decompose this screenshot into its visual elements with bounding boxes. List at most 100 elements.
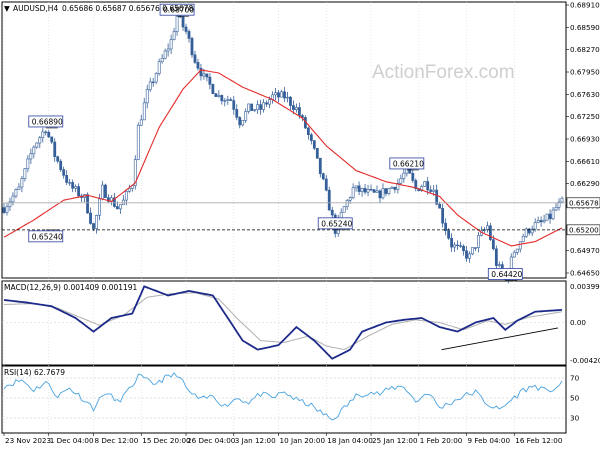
candle-body: [462, 245, 465, 252]
macd-signal-line: [3, 292, 563, 351]
candle-body: [238, 117, 242, 126]
candle-body: [542, 219, 546, 223]
candle-body: [292, 105, 295, 110]
x-tick-label: 1 Feb 20:00: [420, 436, 463, 445]
candle-body: [435, 189, 439, 205]
candle: [444, 218, 448, 236]
candle: [50, 136, 54, 145]
candle: [420, 184, 424, 192]
price-annotation: 0.65240: [28, 229, 64, 243]
candle-body: [414, 180, 418, 189]
candle: [274, 87, 277, 101]
candle-body: [432, 189, 436, 192]
candle-body: [327, 189, 331, 211]
candle-body: [256, 104, 260, 110]
candle: [557, 198, 561, 211]
candle: [539, 216, 543, 227]
candle: [542, 214, 546, 224]
candle: [393, 186, 397, 193]
candle: [292, 100, 295, 115]
candle-body: [8, 201, 12, 208]
candle-body: [26, 158, 30, 170]
candle-body: [38, 137, 42, 144]
candle-body: [133, 159, 137, 186]
candle-body: [121, 199, 125, 205]
chart-menu-icon[interactable]: ▼: [4, 4, 10, 13]
candle-body: [68, 182, 72, 184]
candle: [357, 181, 361, 196]
candle: [26, 155, 30, 173]
candle: [315, 148, 319, 159]
candle-body: [274, 92, 277, 96]
candle: [497, 261, 501, 268]
y-tick-label: 0.66610: [570, 157, 600, 166]
candle: [256, 100, 260, 114]
candle-body: [205, 73, 209, 78]
macd-tick-label: 0.00: [570, 318, 586, 327]
candle-body: [384, 188, 388, 194]
candle: [139, 114, 143, 126]
candle-body: [548, 213, 552, 220]
candle-body: [286, 96, 289, 99]
candle: [68, 178, 72, 186]
candle-body: [62, 169, 66, 176]
candle: [381, 183, 385, 200]
rsi-tick-label: 30: [570, 414, 580, 423]
candle-body: [247, 103, 251, 112]
candle-body: [127, 188, 131, 192]
candle-body: [309, 134, 313, 141]
candle-body: [306, 127, 310, 135]
candle: [127, 184, 131, 193]
candle: [524, 227, 528, 239]
candle: [295, 103, 298, 113]
candle-body: [429, 189, 433, 192]
candle: [330, 206, 334, 220]
candle-body: [330, 209, 334, 216]
x-tick-label: 3 Jan 12:00: [235, 436, 276, 445]
candle-body: [29, 153, 33, 160]
candle: [521, 233, 525, 243]
candle: [136, 122, 140, 160]
y-tick-label: 0.66290: [570, 179, 600, 188]
candle-body: [181, 16, 185, 28]
candle: [101, 180, 104, 201]
candle-body: [41, 131, 45, 138]
rsi-tick-label: 50: [570, 394, 580, 403]
candle-body: [521, 236, 525, 243]
candle-body: [536, 220, 540, 223]
candle-body: [160, 57, 164, 63]
candle: [545, 213, 549, 221]
candle-body: [202, 73, 206, 77]
candle-body: [268, 99, 271, 105]
candle-body: [145, 89, 149, 104]
candle: [214, 93, 218, 97]
candle-body: [402, 172, 406, 179]
price-annotation: 0.66890: [28, 115, 64, 129]
moving-average-line: [3, 69, 563, 247]
candle-body: [560, 197, 564, 203]
current-price-tag-label: 0.65678: [569, 198, 599, 207]
candle: [277, 89, 280, 103]
candle-body: [298, 107, 301, 116]
candle-body: [339, 211, 343, 219]
candle: [244, 108, 248, 123]
y-tick-label: 0.66930: [570, 135, 600, 144]
candle: [20, 176, 24, 193]
macd-trendline: [441, 327, 559, 351]
candle-body: [265, 102, 268, 105]
candle: [309, 132, 313, 145]
candle: [429, 185, 433, 194]
candle: [354, 185, 358, 192]
candle-body: [220, 95, 224, 102]
annotation-box: [317, 217, 353, 230]
candle: [351, 183, 355, 200]
candle: [253, 109, 257, 112]
candle-body: [86, 194, 89, 214]
annotation-box: [28, 230, 64, 243]
annotation-label: 0.66210: [393, 159, 424, 168]
candle-body: [277, 92, 280, 98]
candle: [196, 58, 200, 71]
x-tick-label: 26 Dec 04:00: [187, 436, 236, 445]
candle-body: [295, 107, 298, 110]
